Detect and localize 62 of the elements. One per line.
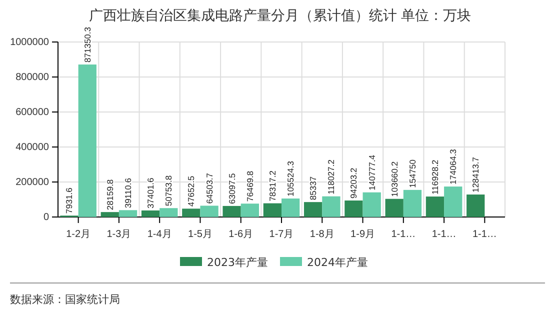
data-label: 174064.3 [448,148,458,185]
bar [362,192,381,217]
bar [466,194,485,217]
x-tick-label: 1-6月 [228,229,254,240]
data-label: 105524.3 [286,160,296,197]
data-label: 50753.8 [164,175,174,206]
x-tick-label: 1-9月 [350,229,375,240]
bar [385,198,404,217]
data-label: 94203.2 [348,168,359,199]
y-tick-label: 400000 [16,142,50,154]
data-label: 63097.5 [226,172,237,204]
bar [304,202,322,217]
data-label: 76469.8 [244,170,255,202]
x-tick-label: 1-8月 [310,229,334,240]
bar [240,204,260,217]
data-label: 7931.6 [64,187,74,214]
bar [322,196,340,217]
x-tick-label: 1-7月 [269,229,294,240]
data-label: 28159.8 [104,179,115,210]
data-label: 47652.5 [186,176,196,207]
data-label: 78317.2 [267,170,278,202]
bar [344,200,363,217]
bar [426,196,444,217]
bar [444,186,462,217]
data-label: 128413.7 [470,156,481,193]
bar [403,190,422,217]
bar [222,206,241,217]
x-tick-label: 1-1… [472,229,497,240]
data-label: 37401.6 [146,177,156,208]
bar [118,210,138,217]
x-tick-label: 1-1… [391,229,416,240]
bar [160,208,178,217]
data-label: 116928.2 [430,159,440,195]
y-tick-label: 0 [43,212,50,224]
x-tick-label: 1-3月 [106,229,132,240]
data-label: 64503.7 [204,172,214,204]
data-label: 140777.4 [366,154,377,190]
x-tick-label: 1-4月 [147,229,172,240]
bar [182,208,200,217]
data-label: 871350.3 [82,26,92,63]
x-tick-label: 1-5月 [188,229,212,240]
data-label: 39110.6 [123,178,134,208]
y-tick-label: 1000000 [10,37,50,48]
data-label: 103660.2 [389,161,400,197]
y-tick-label: 200000 [16,177,50,188]
y-tick-label: 800000 [16,72,50,84]
x-tick-label: 1-1… [432,229,456,240]
bar [100,212,119,217]
data-label: 85337 [308,176,318,200]
x-tick-label: 1-2月 [66,229,91,240]
data-label: 118027.2 [326,159,336,194]
bar [200,206,218,217]
chart-title: 广西壮族自治区集成电路产量分月（累计值）统计 单位：万块 [88,8,472,24]
legend-label: 2023年产量 [207,256,268,269]
bar [263,203,282,217]
bar [141,210,160,217]
data-label: 154750 [407,159,418,188]
y-tick-label: 600000 [16,107,50,118]
legend-label: 2024年产量 [307,256,368,269]
bar [78,64,96,217]
bar [282,198,300,217]
source-note: 数据来源：国家统计局 [10,293,120,306]
